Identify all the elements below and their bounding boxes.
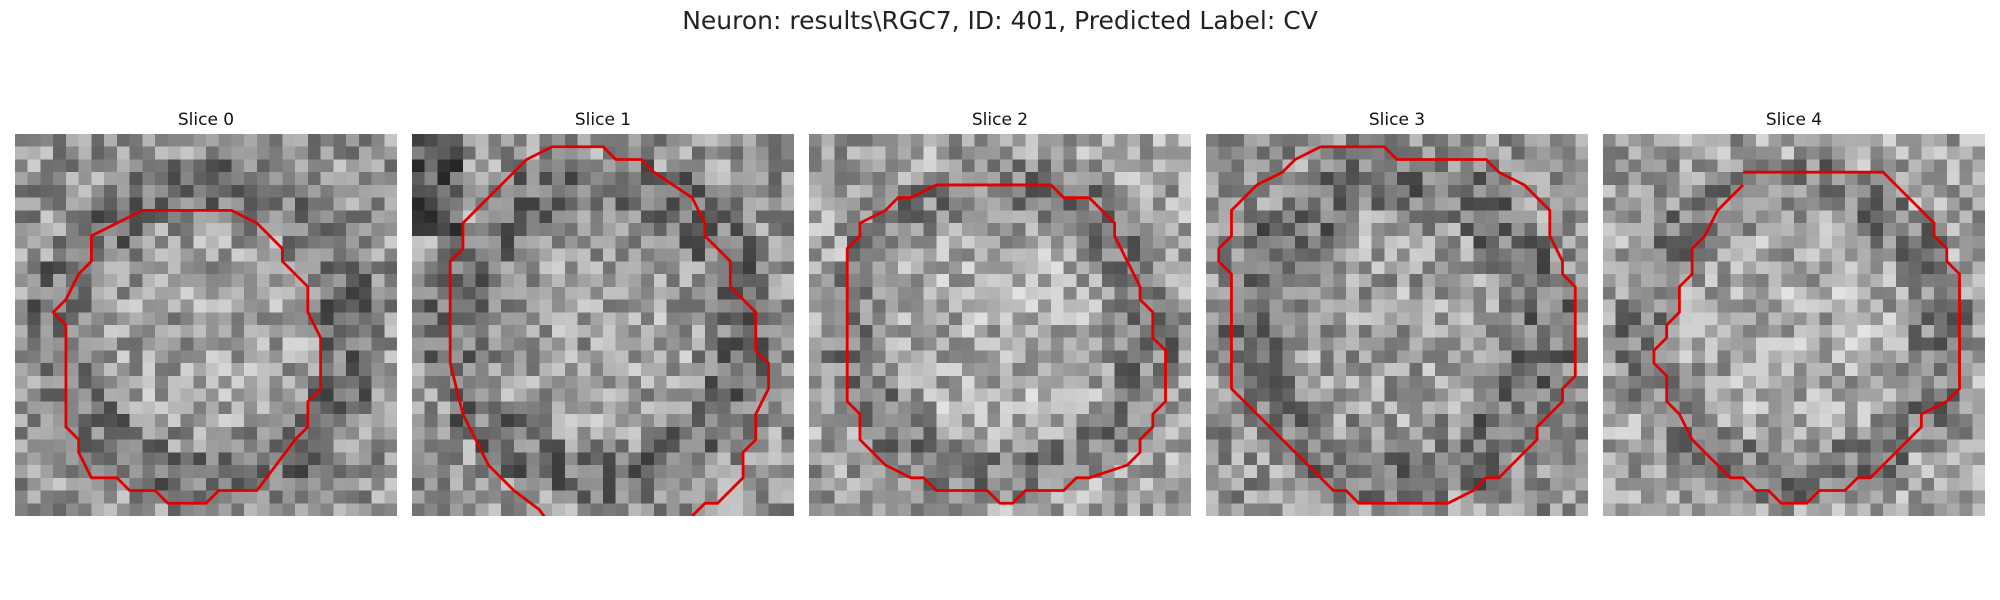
slice-title: Slice 2 [809,110,1191,130]
figure-title: Neuron: results\RGC7, ID: 401, Predicted… [0,6,2000,35]
slice-image-1 [412,134,794,516]
slice-image-4 [1603,134,1985,516]
slice-title: Slice 3 [1206,110,1588,130]
slice-image-2 [809,134,1191,516]
slice-title: Slice 4 [1603,110,1985,130]
slice-image-0 [15,134,397,516]
slice-image-3 [1206,134,1588,516]
slice-title: Slice 0 [15,110,397,130]
slice-title: Slice 1 [412,110,794,130]
